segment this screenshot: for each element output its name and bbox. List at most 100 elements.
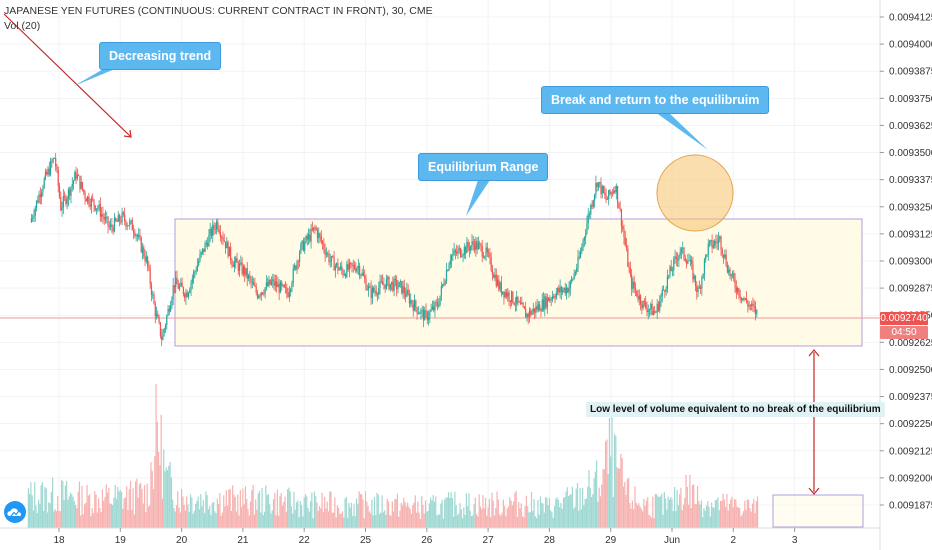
candle-body [88, 196, 90, 205]
candle-body [514, 304, 517, 305]
candle-body [74, 172, 76, 181]
volume-bar [200, 494, 202, 528]
volume-bar [640, 508, 642, 528]
candle-body [537, 304, 540, 310]
candle-body [393, 278, 395, 291]
volume-bar [445, 497, 447, 528]
candle-body [494, 274, 496, 278]
candle-body [49, 161, 52, 175]
candle-body [587, 214, 589, 224]
candle-body [367, 286, 370, 290]
volume-bar [261, 487, 263, 528]
candle-body [109, 224, 112, 227]
candle-body [282, 284, 284, 286]
candle-body [582, 240, 584, 248]
candle-body [116, 220, 118, 222]
candle-body [99, 204, 101, 217]
volume-bar [436, 515, 438, 528]
candle-body [666, 276, 669, 289]
candle-body [223, 240, 225, 242]
x-tick-label: 29 [605, 535, 617, 546]
volume-bar [403, 497, 405, 528]
candle-body [186, 292, 188, 297]
candle-body [516, 296, 518, 305]
volume-bar [476, 514, 478, 528]
volume-indicator-label[interactable]: Vol (20) [4, 20, 41, 32]
candle-body [656, 303, 658, 313]
volume-bar [703, 508, 705, 528]
volume-bar [437, 514, 439, 528]
volume-bar [607, 474, 609, 528]
candle-body [495, 274, 497, 286]
volume-bar [178, 507, 180, 528]
volume-bar [590, 496, 593, 528]
y-tick-label: 0.0093875 [889, 67, 932, 78]
candle-body [392, 281, 394, 291]
y-tick-label: 0.0092500 [889, 365, 932, 376]
candle-body [610, 192, 612, 194]
volume-bar [544, 497, 547, 528]
volume-bar [83, 504, 86, 528]
candle-body [413, 300, 416, 311]
candle-body [710, 240, 712, 242]
candle-body [325, 253, 328, 255]
candle-body [457, 249, 459, 254]
candle-body [591, 205, 593, 207]
candle-body [609, 190, 611, 194]
candle-body [236, 258, 238, 263]
volume-bar [301, 505, 303, 528]
candle-body [148, 266, 150, 269]
candle-body [38, 194, 40, 203]
volume-bar [603, 469, 605, 528]
volume-bar [318, 506, 321, 528]
volume-bar [401, 505, 404, 528]
volume-bar [408, 506, 410, 528]
candle-body [310, 228, 312, 242]
price-axis[interactable]: 0.0094125 0.0094000 0.0093875 0.0093750 0.00… [880, 13, 932, 512]
candle-body [579, 251, 582, 258]
volume-bar [241, 506, 243, 528]
candle-body [615, 185, 617, 193]
volume-bar [668, 499, 671, 528]
y-tick-label: 0.0093125 [889, 229, 932, 240]
x-tick-label: 27 [483, 535, 495, 546]
candle-body [118, 215, 121, 222]
candle-body [89, 204, 91, 207]
candle-body [751, 303, 753, 307]
tradingview-cloud-icon[interactable] [4, 501, 26, 523]
candle-body [558, 288, 560, 293]
candle-body [675, 256, 677, 259]
volume-bar [312, 518, 314, 528]
volume-bar [270, 513, 272, 528]
volume-bar [585, 498, 588, 528]
volume-bar [64, 485, 66, 528]
volume-bar [184, 510, 187, 528]
candle-body [138, 234, 140, 237]
candle-body [389, 283, 391, 290]
y-tick-label: 0.0094000 [889, 40, 932, 51]
volume-bar [205, 491, 207, 528]
candle-body [619, 208, 621, 210]
volume-bar [728, 503, 731, 528]
volume-bar [657, 496, 659, 528]
volume-bar [682, 504, 685, 528]
candle-body [431, 306, 434, 310]
volume-bar [589, 487, 591, 528]
volume-bar [580, 509, 582, 528]
candle-body [334, 265, 336, 271]
x-tick-label: 28 [544, 535, 556, 546]
callout-break-return: Break and return to the equilibruim [541, 86, 770, 114]
volume-bar [31, 495, 33, 528]
volume-bar [256, 509, 258, 528]
volume-bar [672, 511, 674, 528]
volume-bar [677, 505, 679, 528]
candle-body [288, 291, 290, 297]
candle-body [124, 214, 126, 221]
candle-body [352, 265, 354, 266]
time-axis[interactable]: 18 19 20 21 22 25 26 27 28 29 Jun 2 3 [53, 528, 798, 546]
candle-body [80, 181, 82, 189]
candle-body [488, 252, 490, 254]
volume-bar [177, 491, 179, 528]
candle-body [53, 158, 56, 159]
